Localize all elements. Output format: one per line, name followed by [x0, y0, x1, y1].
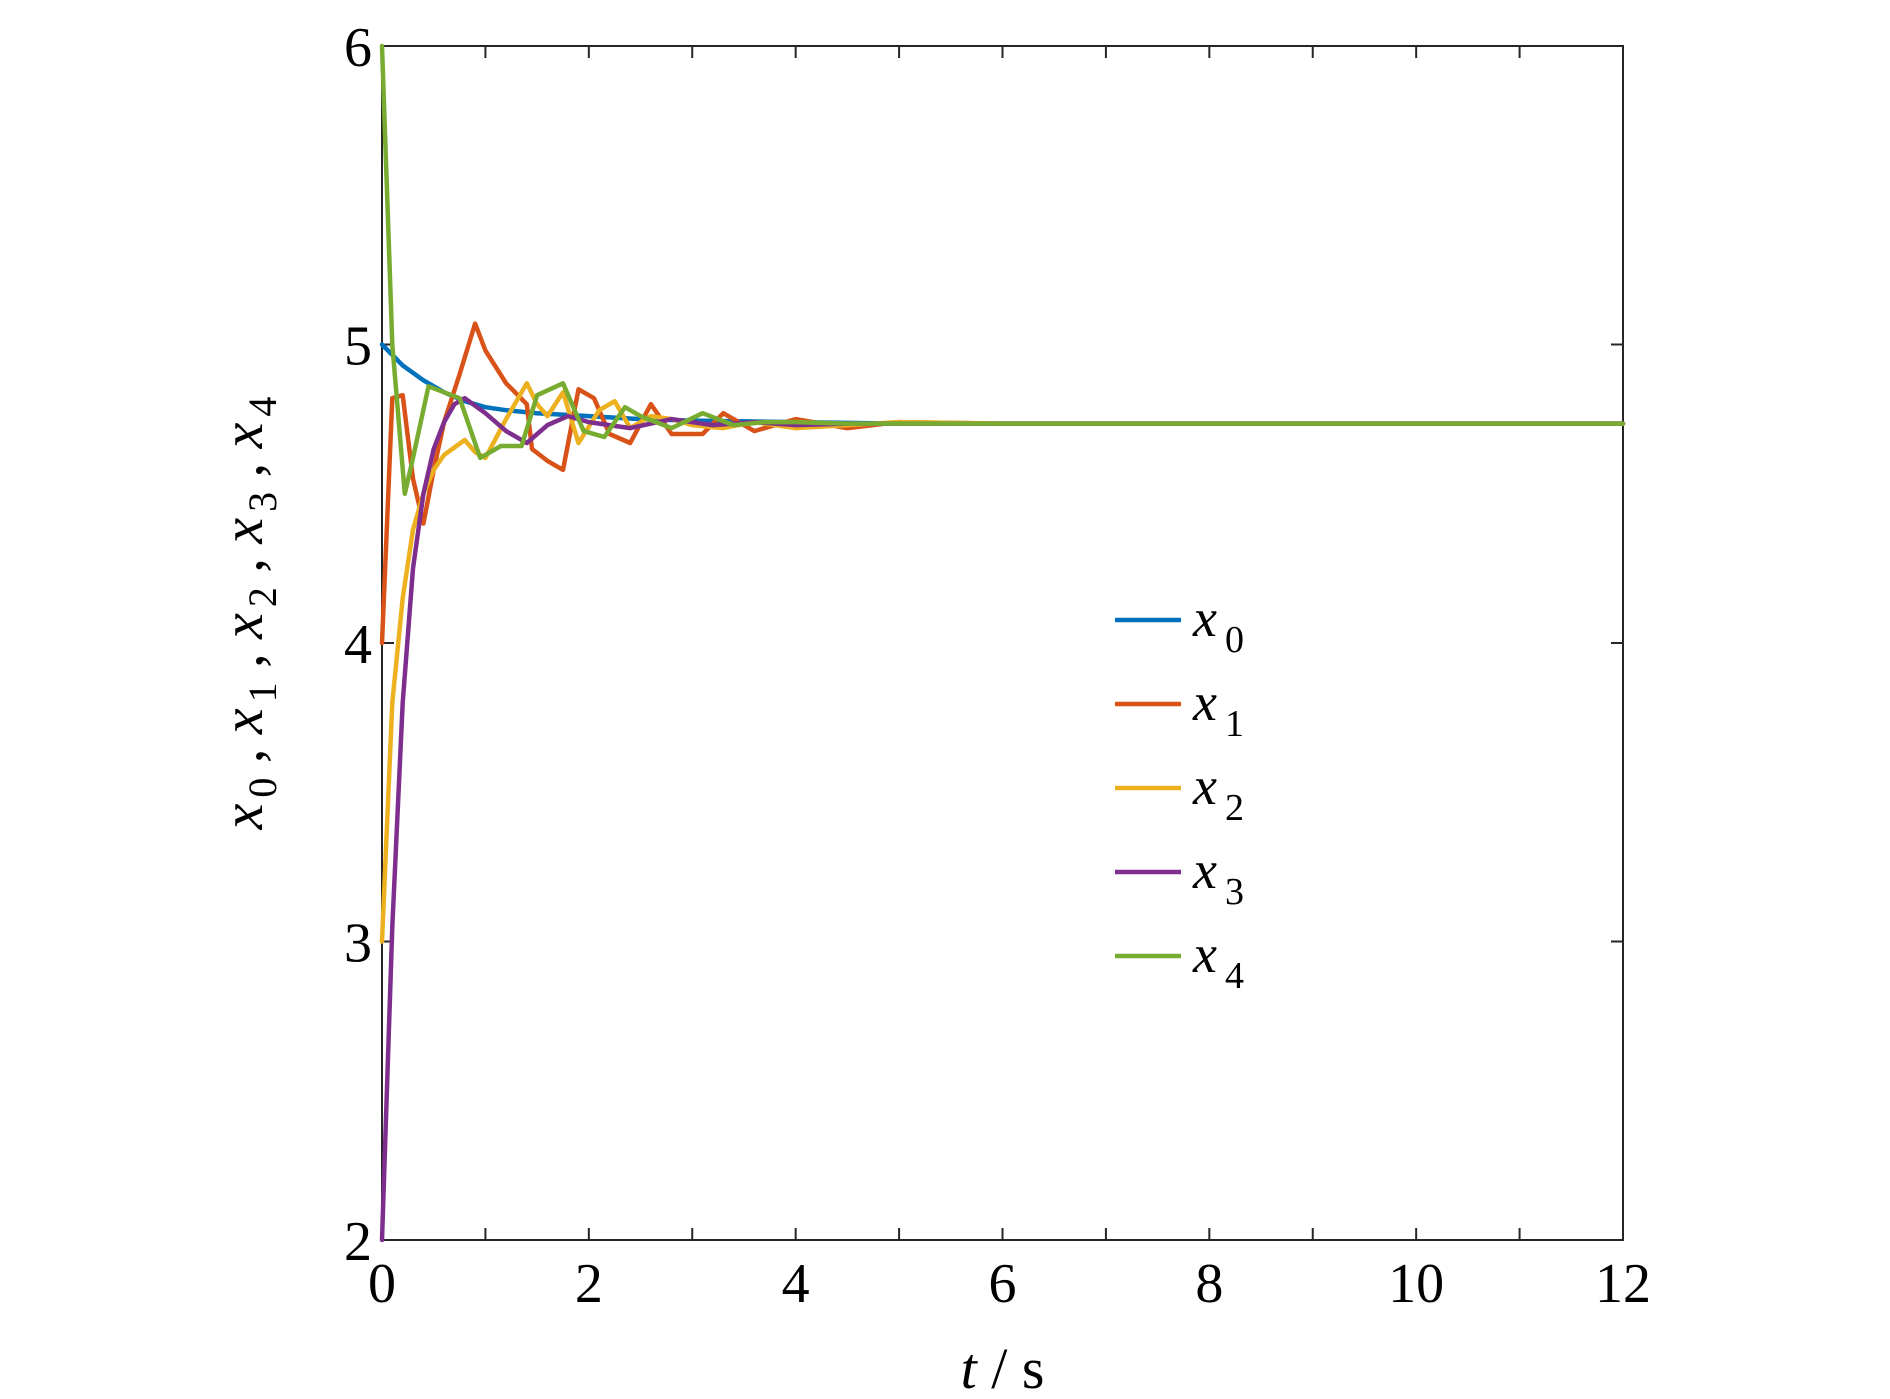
y-tick-label: 3 [344, 913, 372, 975]
y-axis-label: x0 , x1 , x2 , x3 , x4 [210, 397, 285, 831]
axis-titles: t / s x0 , x1 , x2 , x3 , x4 [210, 397, 1044, 1399]
x-tick-label: 8 [1195, 1253, 1223, 1315]
x-tick-label: 0 [368, 1253, 396, 1315]
x-tick-label: 6 [989, 1253, 1017, 1315]
x-tick-label: 10 [1388, 1253, 1444, 1315]
x-axis-label: t / s [961, 1336, 1045, 1399]
legend: x 0 x 1 x 2 x 3 x 4 [1115, 588, 1244, 997]
x-tick-label: 4 [782, 1253, 810, 1315]
y-tick-label: 6 [344, 17, 372, 79]
x-tick-label: 12 [1595, 1253, 1651, 1315]
series-layer [379, 43, 1626, 1243]
series-line-x4 [379, 43, 1626, 497]
y-tick-label: 2 [344, 1211, 372, 1273]
x-tick-label: 2 [575, 1253, 603, 1315]
y-tick-label: 4 [344, 614, 372, 676]
y-tick-label: 5 [344, 316, 372, 378]
plot-area [381, 45, 1624, 1241]
